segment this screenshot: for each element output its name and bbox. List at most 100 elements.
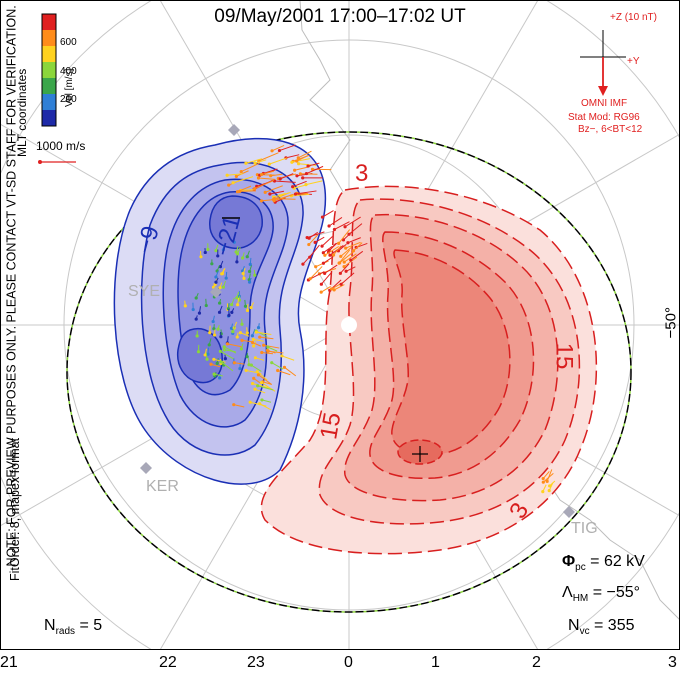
vector-line <box>291 193 310 197</box>
vector-line <box>249 277 252 283</box>
vector-line <box>237 185 252 193</box>
vector-line <box>305 180 323 186</box>
vector-line <box>213 282 216 288</box>
vector-line <box>254 159 267 164</box>
vector-line <box>244 299 246 307</box>
vector-line <box>329 245 344 256</box>
vector-origin <box>207 343 211 347</box>
vector-line <box>277 370 291 376</box>
vector-line <box>284 366 297 377</box>
vector-line <box>261 170 275 175</box>
vector-line <box>208 338 212 346</box>
vector-line <box>328 217 343 227</box>
vector-line <box>256 331 272 335</box>
vector-line <box>307 162 320 167</box>
site-label-ker: KER <box>146 478 179 495</box>
vector-line <box>224 346 237 354</box>
colorbar-swatch <box>42 30 56 46</box>
heppner-maynard-boundary <box>66 131 632 613</box>
radar-sites <box>140 124 575 518</box>
vector-line <box>258 177 276 180</box>
vector-line <box>344 216 361 228</box>
vector-line <box>222 267 226 274</box>
vector-line <box>237 247 241 255</box>
vector-line <box>252 342 262 347</box>
vector-line <box>219 282 223 288</box>
vector-line <box>259 336 274 340</box>
vector-line <box>322 210 334 218</box>
site-label-tig: TIG <box>571 520 598 537</box>
vector-line <box>259 403 271 411</box>
vector-origin <box>245 355 249 359</box>
vector-origin <box>235 260 239 264</box>
vector-line <box>309 266 323 280</box>
vector-line <box>292 180 307 188</box>
vector-line <box>241 339 253 343</box>
vector-line <box>250 302 254 308</box>
vector-origin <box>244 161 248 165</box>
vector-line <box>205 352 208 360</box>
contour-label-15-right: 15 <box>550 342 578 370</box>
vector-line <box>334 221 350 230</box>
vector-line <box>343 256 358 268</box>
vector-origin <box>272 196 277 201</box>
vector-line <box>271 362 284 370</box>
vector-line <box>231 308 235 313</box>
imf-dial <box>580 30 626 96</box>
velocity-colorbar <box>41 13 57 127</box>
vector-line <box>248 273 251 280</box>
vector-line <box>233 404 245 408</box>
vector-line <box>321 236 333 247</box>
vector-line <box>263 344 280 349</box>
vector-line <box>219 298 222 304</box>
vector-line <box>184 300 186 306</box>
vector-line <box>542 471 550 479</box>
vector-line <box>227 173 243 176</box>
vector-origin <box>235 303 240 307</box>
vector-line <box>353 242 363 252</box>
vector-line <box>261 399 272 403</box>
vector-line <box>267 349 276 354</box>
vector-origin <box>203 353 207 357</box>
vector-line <box>339 250 355 264</box>
vector-line <box>274 193 294 202</box>
vector-line <box>215 244 219 251</box>
velocity-tick-200: 200 <box>60 94 77 105</box>
vector-line <box>227 343 242 348</box>
hour-label-23: 23 <box>247 654 265 671</box>
map-title: 09/May/2001 17:00–17:02 UT <box>214 6 466 27</box>
vector-line <box>262 381 272 385</box>
vector-line <box>348 223 363 235</box>
hm-boundary-latitude: ΛHM = −55° <box>562 584 641 605</box>
vector-origin <box>238 366 242 371</box>
imf-condition: Bz−, 6<BT<12 <box>578 124 643 135</box>
vector-line <box>320 286 331 293</box>
vector-line <box>198 306 202 314</box>
vector-origin <box>211 319 215 324</box>
vector-line <box>253 338 264 342</box>
vector-line <box>258 323 260 328</box>
vector-line <box>258 152 279 162</box>
vector-origin <box>206 352 210 356</box>
vector-origin <box>248 262 252 266</box>
vector-origin <box>218 301 222 305</box>
hour-label-3: 3 <box>668 654 677 671</box>
vector-origin <box>194 317 198 321</box>
vector-line <box>343 253 357 263</box>
vector-line <box>242 252 245 259</box>
site-marker-top <box>228 124 240 136</box>
vector-line <box>298 150 312 159</box>
vector-line <box>219 305 223 313</box>
vector-line <box>220 350 234 360</box>
vector-line <box>281 355 295 361</box>
vector-line <box>269 157 288 165</box>
vector-line <box>213 373 224 377</box>
vector-line <box>240 332 250 337</box>
vector-line <box>328 242 337 253</box>
vector-line <box>269 190 285 195</box>
velocity-tick-400: 400 <box>60 66 77 77</box>
vector-line <box>350 250 364 261</box>
vector-line <box>270 173 283 177</box>
cross-polar-potential: Φpc = 62 kV <box>562 553 645 574</box>
vector-origin <box>232 403 236 407</box>
